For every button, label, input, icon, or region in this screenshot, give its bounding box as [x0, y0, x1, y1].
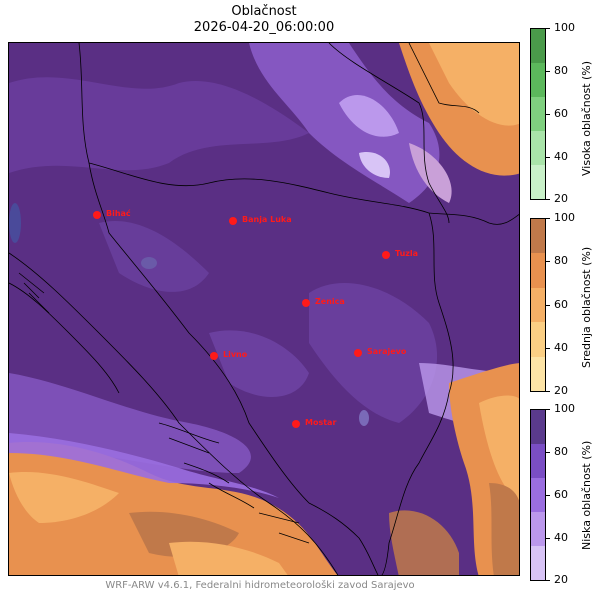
colorbar-tick: 60	[554, 298, 568, 311]
colorbar-tick: 20	[554, 573, 568, 586]
low-cloud-patch	[99, 221, 209, 292]
high-cloud-colorbar-label: Visoka oblačnost (%)	[580, 60, 593, 176]
mid-cloud-colorbar	[530, 218, 546, 392]
mid-cloud-sw-light2	[169, 541, 288, 575]
colorbar-tick: 40	[554, 531, 568, 544]
colorbar-bin	[531, 444, 545, 478]
footer-credit: WRF-ARW v4.6.1, Federalni hidrometeorolo…	[105, 580, 415, 591]
borders	[9, 43, 519, 575]
colorbar-tick: 100	[554, 402, 575, 415]
city-label: Tuzla	[395, 249, 418, 258]
city-dot	[210, 352, 218, 360]
cloud-spot	[9, 203, 21, 243]
city-dot	[93, 211, 101, 219]
colorbar-bin	[531, 410, 545, 444]
colorbar-bin	[531, 131, 545, 165]
low-cloud-light	[339, 94, 399, 137]
mid-cloud-se	[389, 510, 459, 575]
colorbar-bin	[531, 356, 545, 391]
low-cloud-fringe	[9, 433, 279, 498]
city-livno: Livno	[210, 350, 248, 360]
city-label: Sarajevo	[367, 347, 407, 356]
cloud-spot	[359, 410, 369, 426]
colorbar-tick: 40	[554, 150, 568, 163]
map-subtitle: 2026-04-20_06:00:00	[193, 20, 335, 35]
colorbar-bin	[531, 165, 545, 199]
city-dot	[292, 420, 300, 428]
colorbar-bin	[531, 287, 545, 323]
colorbar-bin	[531, 253, 545, 288]
colorbar-tick: 60	[554, 488, 568, 501]
colorbar-tick: 80	[554, 64, 568, 77]
city-bihac: Bihać	[93, 208, 131, 219]
mid-cloud-sw-light	[9, 472, 119, 523]
city-dot	[354, 349, 362, 357]
mid-cloud-east-light	[479, 395, 519, 502]
low-cloud-light	[359, 152, 390, 178]
city-label: Banja Luka	[242, 215, 292, 224]
colorbar-bin	[531, 97, 545, 131]
colorbar-tick: 100	[554, 21, 575, 34]
colorbar-tick: 80	[554, 445, 568, 458]
colorbar-tick: 60	[554, 107, 568, 120]
low-cloud-patch	[9, 77, 309, 173]
city-markers: Bihać Banja Luka Tuzla Zenica Livno Sara…	[93, 208, 418, 428]
mid-cloud-sw	[9, 442, 338, 575]
mid-cloud-colorbar-label: Srednja oblačnost (%)	[580, 246, 593, 368]
low-cloud-colorbar	[530, 409, 546, 581]
colorbar-bin	[531, 322, 545, 357]
low-cloud-patch	[309, 283, 438, 423]
city-sarajevo: Sarajevo	[354, 347, 407, 357]
colorbar-tick: 20	[554, 192, 568, 205]
low-cloud-patch	[209, 330, 309, 397]
city-tuzla: Tuzla	[382, 249, 418, 259]
mid-cloud-ne-inner	[429, 43, 519, 126]
cloud-cover-map: Bihać Banja Luka Tuzla Zenica Livno Sara…	[8, 42, 520, 576]
low-cloud-colorbar-label: Niska oblačnost (%)	[580, 440, 593, 550]
colorbar-bin	[531, 219, 545, 254]
mid-cloud-ne-light	[409, 143, 452, 203]
map-title: Oblačnost	[231, 4, 297, 19]
mid-cloud-east-dark	[489, 483, 519, 575]
city-label: Bihać	[106, 208, 131, 218]
colorbar-bin	[531, 29, 545, 63]
colorbar-bin	[531, 478, 545, 512]
city-dot	[229, 217, 237, 225]
city-zenica: Zenica	[302, 297, 345, 307]
city-dot	[382, 251, 390, 259]
city-label: Mostar	[305, 418, 336, 427]
colorbar-bin	[531, 512, 545, 546]
low-cloud-patch	[249, 43, 440, 203]
colorbar-bin	[531, 63, 545, 97]
city-label: Livno	[223, 350, 248, 359]
cloud-spot	[141, 257, 157, 269]
colorbar-bin	[531, 546, 545, 580]
colorbar-tick: 100	[554, 211, 575, 224]
colorbar-tick: 80	[554, 254, 568, 267]
colorbar-tick: 20	[554, 384, 568, 397]
city-banja-luka: Banja Luka	[229, 215, 292, 225]
colorbar-tick: 40	[554, 341, 568, 354]
city-label: Zenica	[315, 297, 345, 306]
city-dot	[302, 299, 310, 307]
high-cloud-colorbar	[530, 28, 546, 200]
city-mostar: Mostar	[292, 418, 336, 428]
